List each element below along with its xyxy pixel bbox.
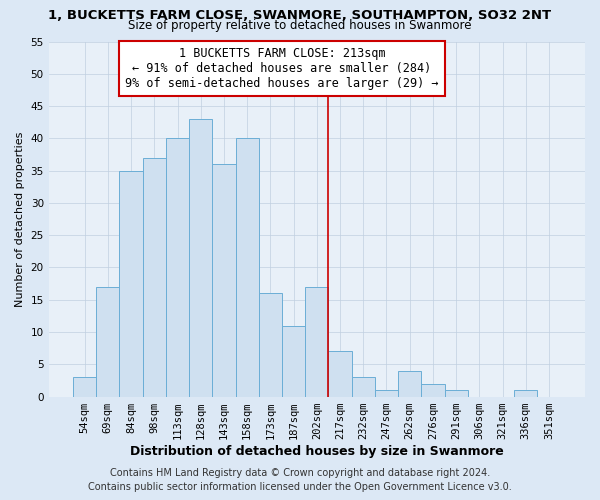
Y-axis label: Number of detached properties: Number of detached properties	[15, 132, 25, 306]
Bar	[96, 287, 119, 397]
Bar	[73, 377, 96, 396]
Bar	[328, 352, 352, 397]
Bar	[398, 371, 421, 396]
Bar	[421, 384, 445, 396]
Bar	[305, 287, 328, 397]
Bar	[445, 390, 468, 396]
Bar	[189, 119, 212, 396]
Bar	[375, 390, 398, 396]
Bar	[259, 294, 282, 397]
Bar	[282, 326, 305, 396]
Bar	[236, 138, 259, 396]
X-axis label: Distribution of detached houses by size in Swanmore: Distribution of detached houses by size …	[130, 444, 504, 458]
Bar	[119, 170, 143, 396]
Bar	[212, 164, 236, 396]
Text: Size of property relative to detached houses in Swanmore: Size of property relative to detached ho…	[128, 19, 472, 32]
Bar	[166, 138, 189, 396]
Text: 1 BUCKETTS FARM CLOSE: 213sqm
← 91% of detached houses are smaller (284)
9% of s: 1 BUCKETTS FARM CLOSE: 213sqm ← 91% of d…	[125, 47, 439, 90]
Bar	[143, 158, 166, 396]
Bar	[352, 377, 375, 396]
Text: Contains HM Land Registry data © Crown copyright and database right 2024.
Contai: Contains HM Land Registry data © Crown c…	[88, 468, 512, 492]
Bar	[514, 390, 538, 396]
Text: 1, BUCKETTS FARM CLOSE, SWANMORE, SOUTHAMPTON, SO32 2NT: 1, BUCKETTS FARM CLOSE, SWANMORE, SOUTHA…	[49, 9, 551, 22]
